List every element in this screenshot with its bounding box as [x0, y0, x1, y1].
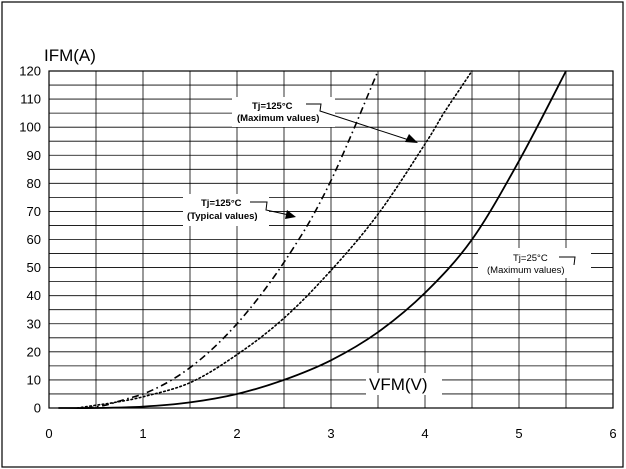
y-tick-label: 10: [27, 372, 41, 387]
y-tick-label: 100: [19, 120, 41, 135]
series-lines: [58, 70, 567, 409]
annotation-125-typ-arrowhead: [285, 210, 296, 219]
annotation-125-max-arrowhead: [405, 134, 418, 143]
y-tick-label: 110: [20, 92, 41, 107]
y-tick-label: 60: [27, 232, 41, 247]
annotation-125-typ-line2: (Typical values): [187, 211, 258, 222]
y-tick-label: 90: [27, 148, 41, 163]
y-axis-label: IFM(A): [44, 46, 96, 65]
annotation-25-max-line2: (Maximum values): [487, 265, 565, 276]
annotation-25-max-bg: [478, 248, 591, 278]
x-tick-label: 5: [515, 426, 522, 441]
x-axis-label: VFM(V): [369, 375, 428, 394]
x-tick-label: 0: [45, 426, 52, 441]
y-tick-label: 0: [34, 401, 41, 416]
annotation-125-max-leader: [306, 103, 413, 142]
x-tick-label: 2: [233, 426, 240, 441]
y-tick-label: 80: [27, 176, 41, 191]
series-tj125-typ-line: [86, 70, 379, 409]
y-tick-labels: 0 10 20 30 40 50 60 70 80 90 100 110 120: [19, 64, 41, 416]
annotation-25-max-line1: Tj=25°C: [513, 253, 548, 264]
annotation-125-max-line1: Tj=125°C: [252, 101, 293, 112]
annotation-125-max-bg: [232, 97, 335, 127]
annotation-125-typ-line1: Tj=125°C: [201, 198, 242, 209]
annotation-125-max: Tj=125°C (Maximum values): [232, 97, 418, 143]
annotation-25-max-leader: [559, 256, 576, 266]
x-tick-label: 3: [327, 426, 334, 441]
y-tick-label: 70: [27, 204, 41, 219]
y-tick-label: 20: [27, 344, 41, 359]
annotation-125-max-line2: (Maximum values): [237, 113, 319, 124]
y-tick-label: 30: [27, 316, 41, 331]
x-tick-label: 1: [139, 426, 146, 441]
series-tj125-max-line: [76, 70, 473, 409]
x-tick-label: 4: [421, 426, 428, 441]
y-tick-label: 120: [19, 64, 41, 79]
x-axis-label-bg: [366, 373, 442, 395]
y-tick-label: 40: [27, 288, 41, 303]
annotation-125-typ: Tj=125°C (Typical values): [183, 194, 296, 226]
y-tick-label: 50: [27, 260, 41, 275]
x-tick-label: 6: [609, 426, 616, 441]
annotation-125-typ-bg: [183, 194, 269, 226]
series-tj25-max-line: [58, 70, 567, 409]
plot-border: [48, 70, 614, 409]
grid: [49, 71, 613, 408]
x-tick-labels: 0 1 2 3 4 5 6: [45, 426, 616, 441]
annotation-25-max: Tj=25°C (Maximum values): [478, 248, 591, 278]
annotation-125-typ-leader: [250, 201, 290, 216]
